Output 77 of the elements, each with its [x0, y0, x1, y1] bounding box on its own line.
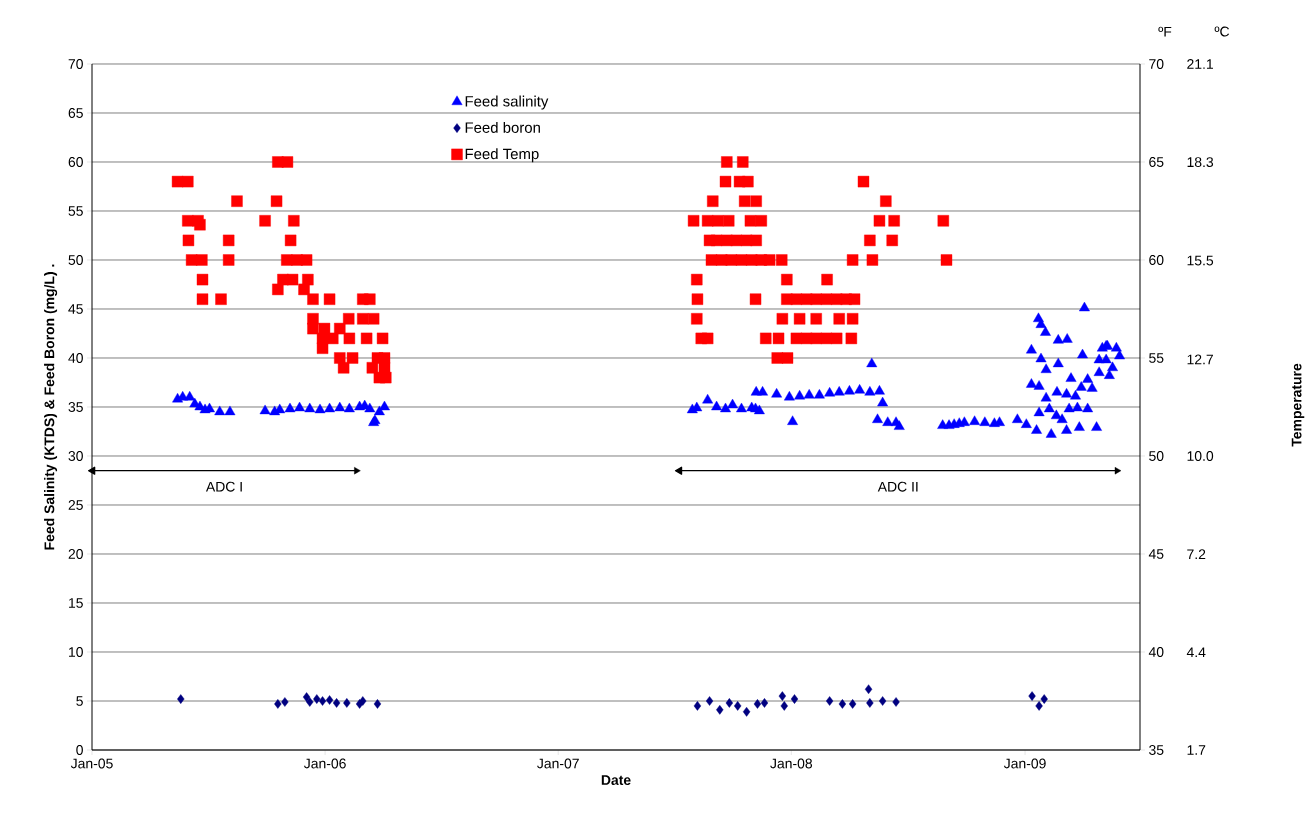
x-axis-title: Date: [601, 775, 631, 785]
y3-tick-label: 4.4: [1186, 647, 1206, 658]
x-tick-label: Jan-08: [770, 758, 813, 769]
x-tick-label: Jan-05: [70, 758, 113, 769]
y3-tick-label: 1.7: [1187, 745, 1206, 755]
point: [693, 701, 702, 711]
legend-label: Feed salinity: [465, 95, 549, 110]
y-tick-label: 50: [68, 255, 83, 265]
point: [716, 705, 724, 715]
point: [1040, 694, 1048, 704]
point: [734, 701, 742, 711]
point: [753, 699, 762, 709]
point: [1028, 691, 1036, 701]
point: [332, 698, 341, 708]
point: [359, 696, 367, 706]
x-tick-label: Jan-09: [1003, 758, 1046, 769]
point: [848, 699, 857, 709]
point: [878, 696, 887, 706]
point: [325, 695, 334, 705]
y3-tick-label: 15.5: [1187, 255, 1214, 266]
y-tick-label: 5: [76, 696, 83, 706]
legend-label: Feed Temp: [465, 148, 539, 163]
point: [274, 699, 282, 709]
point: [825, 696, 834, 706]
y2-tick-label: 45: [1148, 549, 1164, 559]
x-tick-label: Jan-06: [304, 758, 346, 769]
y-tick-label: 35: [68, 402, 83, 412]
series-label: ADC II: [877, 481, 918, 492]
y2-tick-label: 55: [1149, 353, 1164, 363]
point: [790, 694, 799, 704]
y3-tick-label: 12.7: [1187, 354, 1213, 365]
y2-tick-label: 60: [1149, 255, 1164, 265]
y-tick-label: 45: [68, 304, 83, 314]
y2-tick-label: 40: [1148, 647, 1164, 657]
point: [725, 698, 734, 708]
point: [281, 697, 289, 707]
y-tick-label: 15: [69, 598, 83, 608]
point: [778, 691, 787, 701]
point: [1035, 701, 1043, 711]
y-axis-title: Feed Salinity (KTDS) & Feed Boron (mg/L) .: [44, 264, 58, 550]
y3-tick-label: 18.3: [1187, 157, 1214, 168]
y2-tick-label: 50: [1149, 451, 1164, 461]
y3-axis-title: ºC: [1214, 26, 1230, 37]
point: [373, 699, 382, 709]
point: [343, 698, 351, 708]
y-tick-label: 55: [68, 206, 83, 216]
y3-tick-label: 7.2: [1187, 549, 1206, 560]
y-tick-label: 40: [68, 353, 83, 363]
y-tick-label: 60: [68, 157, 83, 167]
y-tick-label: 20: [68, 549, 83, 559]
y-tick-label: 30: [68, 451, 83, 461]
point: [705, 696, 714, 706]
point: [318, 696, 327, 706]
point: [866, 698, 874, 708]
y2-tick-label: 70: [1149, 59, 1164, 69]
y-tick-label: 0: [76, 745, 83, 755]
y2-axis-title: ºF: [1158, 26, 1172, 37]
point: [313, 694, 321, 704]
legend-label: Feed boron: [465, 121, 540, 133]
point: [780, 701, 788, 711]
y-tick-label: 65: [68, 108, 83, 118]
text: Temperature: [1291, 363, 1305, 447]
series-label: ADC I: [205, 481, 242, 492]
y2-tick-label: 35: [1149, 745, 1164, 755]
y2-tick-label: 65: [1149, 157, 1164, 167]
y-tick-label: 25: [68, 500, 83, 510]
point: [864, 684, 873, 695]
y3-tick-label: 21.1: [1187, 59, 1213, 69]
point: [760, 698, 769, 708]
y-tick-label: 10: [69, 647, 83, 657]
y3-tick-label: 10.0: [1187, 451, 1214, 461]
y-tick-label: 70: [68, 59, 83, 69]
point: [177, 694, 185, 704]
x-tick-label: Jan-07: [537, 758, 579, 769]
point: [892, 697, 900, 707]
point: [742, 706, 751, 717]
point: [838, 699, 847, 709]
